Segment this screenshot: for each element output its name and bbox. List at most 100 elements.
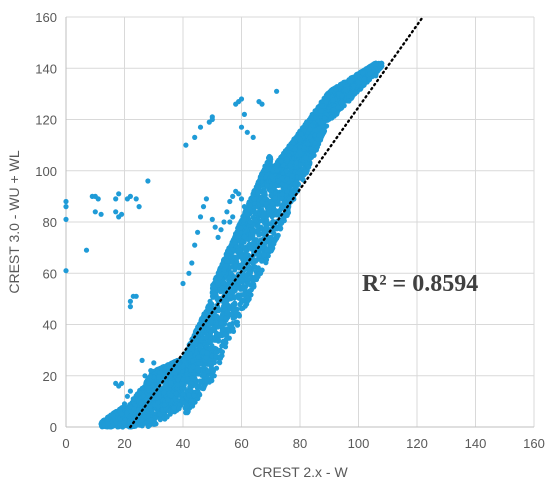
data-point bbox=[223, 336, 229, 342]
x-tick-label: 100 bbox=[348, 436, 370, 451]
data-point bbox=[241, 286, 247, 292]
y-tick-label: 0 bbox=[50, 420, 57, 435]
data-point bbox=[335, 104, 341, 110]
data-point bbox=[243, 252, 249, 259]
x-tick-label: 80 bbox=[293, 436, 307, 451]
data-point bbox=[250, 232, 256, 238]
data-point bbox=[139, 417, 145, 423]
y-tick-label: 100 bbox=[35, 164, 57, 179]
data-point bbox=[250, 279, 256, 285]
y-tick-label: 80 bbox=[43, 215, 57, 230]
data-point bbox=[226, 322, 232, 328]
data-point bbox=[308, 146, 314, 152]
data-point bbox=[191, 393, 197, 399]
data-point bbox=[216, 359, 222, 365]
data-point bbox=[378, 61, 384, 67]
data-point bbox=[215, 337, 221, 343]
data-point bbox=[176, 406, 182, 412]
data-point bbox=[207, 345, 213, 351]
data-point bbox=[272, 195, 278, 201]
data-point bbox=[189, 375, 195, 381]
gridlines bbox=[65, 16, 535, 428]
data-point bbox=[345, 98, 352, 104]
data-point bbox=[188, 397, 194, 403]
y-tick-label: 40 bbox=[43, 318, 57, 333]
data-point bbox=[264, 217, 270, 224]
data-point bbox=[236, 295, 242, 301]
data-point bbox=[221, 303, 227, 309]
data-point bbox=[279, 181, 285, 187]
data-point bbox=[289, 173, 295, 179]
data-point bbox=[168, 392, 174, 399]
data-point bbox=[124, 410, 130, 416]
y-tick-label: 140 bbox=[35, 61, 57, 76]
data-point bbox=[201, 372, 207, 378]
data-point bbox=[165, 397, 171, 403]
data-point bbox=[185, 376, 191, 382]
x-tick-label: 20 bbox=[117, 436, 131, 451]
data-point bbox=[197, 378, 203, 384]
data-point bbox=[186, 392, 192, 398]
data-point bbox=[256, 253, 262, 259]
data-point bbox=[266, 207, 272, 213]
data-point bbox=[242, 246, 248, 252]
data-point bbox=[138, 400, 144, 406]
data-point bbox=[292, 181, 298, 187]
data-point bbox=[194, 365, 201, 371]
data-point bbox=[252, 217, 258, 223]
data-point bbox=[204, 378, 210, 384]
data-point bbox=[236, 247, 243, 253]
data-point bbox=[279, 191, 285, 197]
data-point bbox=[272, 212, 278, 218]
data-point bbox=[181, 385, 187, 391]
data-point bbox=[227, 290, 233, 296]
data-point bbox=[164, 414, 170, 420]
data-point bbox=[152, 402, 158, 408]
y-tick-label: 20 bbox=[43, 369, 57, 384]
data-point bbox=[255, 228, 261, 234]
data-point bbox=[261, 211, 267, 217]
data-point bbox=[198, 385, 204, 391]
data-point bbox=[208, 329, 214, 335]
data-point bbox=[105, 421, 111, 427]
data-point bbox=[108, 412, 115, 418]
data-point bbox=[230, 328, 237, 334]
data-point bbox=[284, 176, 290, 182]
data-point bbox=[205, 368, 211, 374]
data-point bbox=[168, 380, 174, 386]
data-point bbox=[311, 152, 317, 158]
data-point bbox=[136, 390, 143, 396]
data-point bbox=[229, 307, 236, 313]
data-point bbox=[247, 245, 253, 251]
data-point bbox=[184, 402, 190, 409]
data-point bbox=[222, 332, 228, 338]
data-point bbox=[195, 354, 201, 360]
data-point bbox=[270, 236, 277, 242]
data-point bbox=[298, 162, 304, 168]
y-tick-label: 120 bbox=[35, 113, 57, 128]
data-point bbox=[234, 312, 240, 318]
data-point bbox=[316, 132, 322, 138]
data-point bbox=[207, 361, 213, 367]
y-tick-label: 60 bbox=[43, 266, 57, 281]
x-tick-label: 120 bbox=[406, 436, 428, 451]
data-points bbox=[63, 60, 385, 430]
data-point bbox=[234, 255, 240, 261]
data-point bbox=[253, 237, 260, 243]
data-point bbox=[214, 315, 220, 321]
data-point bbox=[297, 149, 303, 155]
data-point bbox=[269, 201, 276, 207]
data-point bbox=[302, 169, 308, 175]
data-point bbox=[180, 391, 186, 397]
data-point bbox=[218, 320, 224, 326]
data-point bbox=[146, 423, 152, 429]
data-point bbox=[303, 155, 309, 161]
data-point bbox=[203, 354, 209, 361]
x-tick-label: 40 bbox=[176, 436, 190, 451]
data-point bbox=[121, 420, 127, 426]
data-point bbox=[236, 265, 242, 271]
data-point bbox=[285, 208, 291, 214]
